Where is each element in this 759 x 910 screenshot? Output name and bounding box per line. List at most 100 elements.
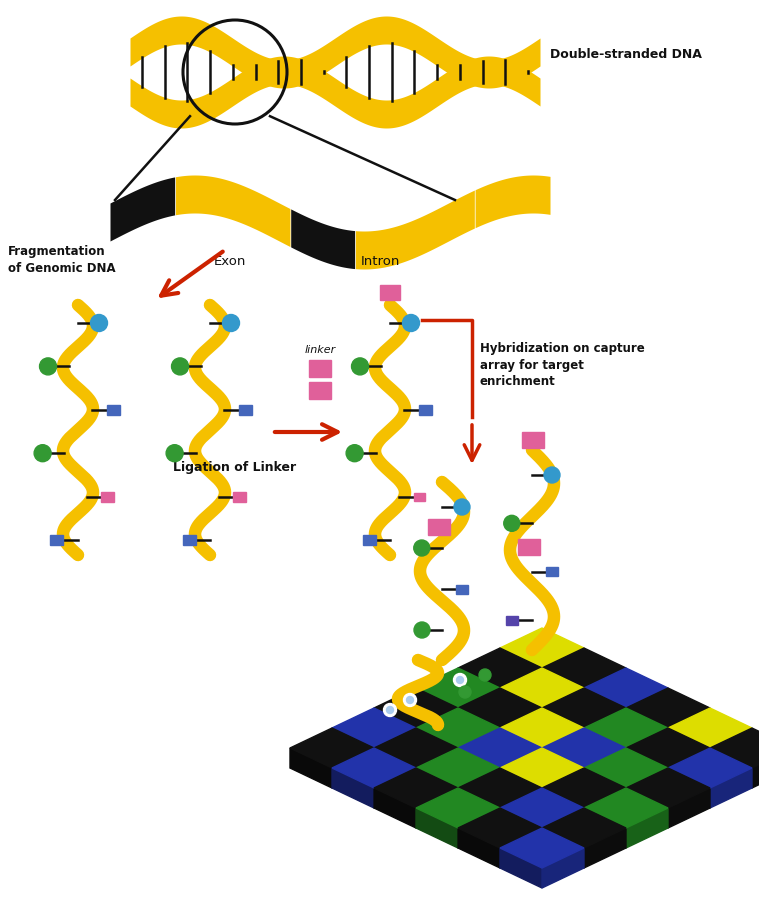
FancyBboxPatch shape bbox=[182, 535, 196, 545]
Polygon shape bbox=[500, 628, 584, 668]
Polygon shape bbox=[710, 728, 759, 768]
Polygon shape bbox=[626, 728, 710, 768]
Polygon shape bbox=[668, 708, 710, 748]
Polygon shape bbox=[542, 788, 584, 828]
Polygon shape bbox=[416, 788, 458, 828]
Circle shape bbox=[222, 315, 240, 331]
Polygon shape bbox=[542, 768, 584, 808]
Polygon shape bbox=[710, 768, 752, 808]
Polygon shape bbox=[626, 728, 668, 768]
Polygon shape bbox=[332, 708, 416, 748]
Polygon shape bbox=[500, 668, 542, 708]
Polygon shape bbox=[374, 768, 416, 808]
Polygon shape bbox=[584, 728, 626, 768]
Circle shape bbox=[39, 358, 56, 375]
Polygon shape bbox=[290, 728, 374, 768]
Polygon shape bbox=[542, 688, 626, 728]
Polygon shape bbox=[416, 728, 458, 768]
FancyBboxPatch shape bbox=[546, 567, 558, 576]
Polygon shape bbox=[668, 748, 710, 788]
Polygon shape bbox=[458, 688, 542, 728]
Polygon shape bbox=[500, 748, 584, 788]
Polygon shape bbox=[500, 848, 542, 888]
Polygon shape bbox=[500, 768, 542, 808]
FancyBboxPatch shape bbox=[363, 535, 376, 545]
Polygon shape bbox=[542, 708, 584, 748]
FancyBboxPatch shape bbox=[107, 405, 120, 415]
Text: Fragmentation
of Genomic DNA: Fragmentation of Genomic DNA bbox=[8, 246, 115, 275]
Polygon shape bbox=[668, 728, 710, 768]
Polygon shape bbox=[626, 708, 668, 748]
Text: Double-stranded DNA: Double-stranded DNA bbox=[550, 48, 702, 62]
Polygon shape bbox=[752, 748, 759, 788]
Polygon shape bbox=[416, 748, 458, 788]
Polygon shape bbox=[542, 768, 626, 808]
Polygon shape bbox=[500, 708, 542, 748]
Polygon shape bbox=[584, 788, 626, 828]
Polygon shape bbox=[374, 788, 416, 828]
Polygon shape bbox=[584, 708, 668, 748]
Circle shape bbox=[351, 358, 369, 375]
FancyBboxPatch shape bbox=[518, 539, 540, 555]
Polygon shape bbox=[710, 748, 752, 788]
Polygon shape bbox=[332, 748, 374, 788]
Polygon shape bbox=[500, 808, 542, 848]
Polygon shape bbox=[374, 768, 458, 808]
Polygon shape bbox=[584, 748, 626, 788]
Text: Intron: Intron bbox=[361, 255, 400, 268]
Polygon shape bbox=[500, 648, 542, 688]
Circle shape bbox=[404, 693, 417, 706]
Polygon shape bbox=[374, 688, 458, 728]
FancyBboxPatch shape bbox=[506, 615, 518, 624]
Polygon shape bbox=[584, 808, 626, 848]
Circle shape bbox=[414, 540, 430, 556]
Polygon shape bbox=[542, 848, 584, 888]
Polygon shape bbox=[542, 648, 584, 688]
FancyBboxPatch shape bbox=[428, 519, 450, 535]
Polygon shape bbox=[542, 748, 584, 788]
FancyBboxPatch shape bbox=[234, 491, 247, 501]
Circle shape bbox=[166, 445, 183, 461]
FancyBboxPatch shape bbox=[239, 405, 252, 415]
Polygon shape bbox=[458, 808, 500, 848]
FancyBboxPatch shape bbox=[51, 535, 64, 545]
Polygon shape bbox=[542, 728, 584, 768]
FancyBboxPatch shape bbox=[455, 584, 468, 593]
Polygon shape bbox=[542, 688, 584, 728]
Polygon shape bbox=[458, 728, 500, 768]
FancyBboxPatch shape bbox=[419, 405, 432, 415]
Polygon shape bbox=[626, 748, 668, 788]
Polygon shape bbox=[542, 808, 626, 848]
Circle shape bbox=[453, 673, 467, 686]
Polygon shape bbox=[458, 808, 542, 848]
Polygon shape bbox=[626, 688, 710, 728]
Polygon shape bbox=[542, 808, 584, 848]
Polygon shape bbox=[458, 728, 542, 768]
Polygon shape bbox=[374, 728, 458, 768]
Polygon shape bbox=[416, 768, 458, 808]
Polygon shape bbox=[500, 668, 584, 708]
Polygon shape bbox=[668, 708, 752, 748]
Polygon shape bbox=[710, 728, 752, 768]
Polygon shape bbox=[584, 748, 668, 788]
Polygon shape bbox=[416, 788, 500, 828]
Polygon shape bbox=[290, 748, 332, 788]
Polygon shape bbox=[374, 728, 416, 768]
Polygon shape bbox=[458, 768, 500, 808]
Polygon shape bbox=[584, 668, 626, 708]
Polygon shape bbox=[584, 828, 626, 868]
Polygon shape bbox=[500, 728, 542, 768]
Circle shape bbox=[454, 499, 470, 515]
Polygon shape bbox=[626, 768, 710, 808]
Polygon shape bbox=[416, 708, 500, 748]
FancyBboxPatch shape bbox=[414, 492, 426, 501]
Circle shape bbox=[456, 676, 464, 683]
Polygon shape bbox=[416, 748, 500, 788]
Circle shape bbox=[90, 315, 108, 331]
Text: Ligation of Linker: Ligation of Linker bbox=[174, 461, 297, 474]
Polygon shape bbox=[332, 768, 374, 808]
Polygon shape bbox=[668, 788, 710, 828]
Circle shape bbox=[383, 703, 396, 716]
Polygon shape bbox=[500, 788, 542, 828]
FancyBboxPatch shape bbox=[522, 432, 544, 448]
